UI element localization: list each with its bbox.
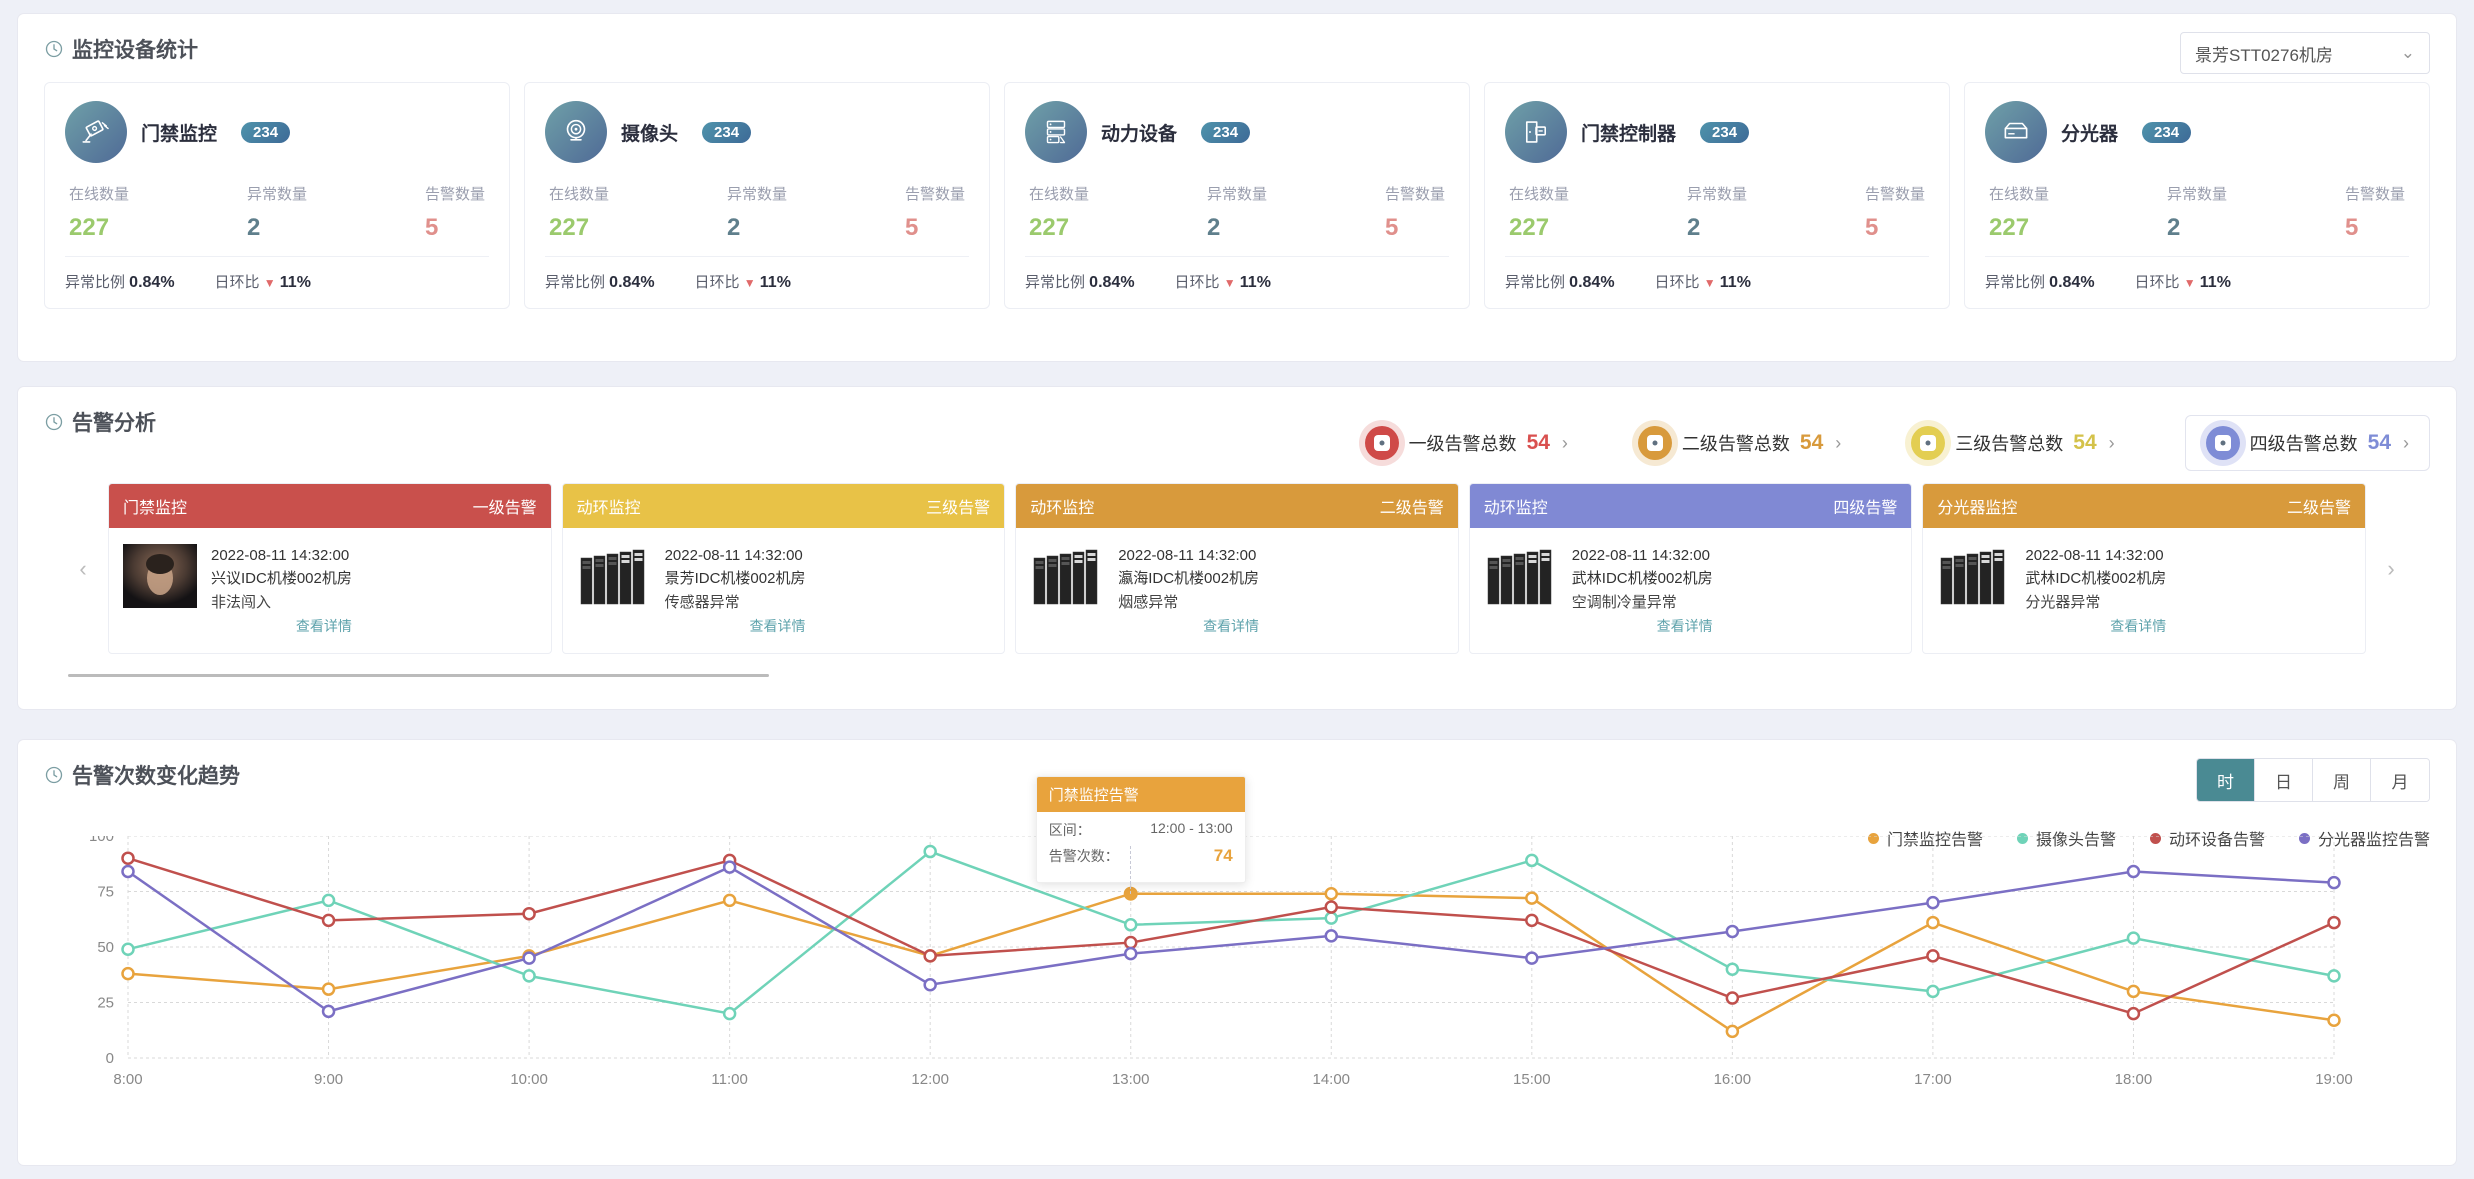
svg-text:17:00: 17:00 — [1914, 1071, 1952, 1088]
svg-text:9:00: 9:00 — [314, 1071, 343, 1088]
svg-text:50: 50 — [97, 939, 114, 956]
svg-text:19:00: 19:00 — [2315, 1071, 2353, 1088]
svg-text:11:00: 11:00 — [711, 1071, 747, 1088]
svg-text:8:00: 8:00 — [113, 1071, 142, 1088]
svg-text:12:00: 12:00 — [911, 1071, 949, 1088]
svg-text:10:00: 10:00 — [510, 1071, 548, 1088]
svg-text:100: 100 — [89, 836, 114, 845]
svg-text:0: 0 — [106, 1050, 114, 1067]
svg-text:16:00: 16:00 — [1714, 1071, 1752, 1088]
svg-text:25: 25 — [97, 995, 114, 1012]
svg-text:13:00: 13:00 — [1112, 1071, 1150, 1088]
svg-text:75: 75 — [97, 884, 114, 901]
svg-text:18:00: 18:00 — [2115, 1071, 2153, 1088]
svg-text:15:00: 15:00 — [1513, 1071, 1551, 1088]
svg-text:14:00: 14:00 — [1312, 1071, 1350, 1088]
